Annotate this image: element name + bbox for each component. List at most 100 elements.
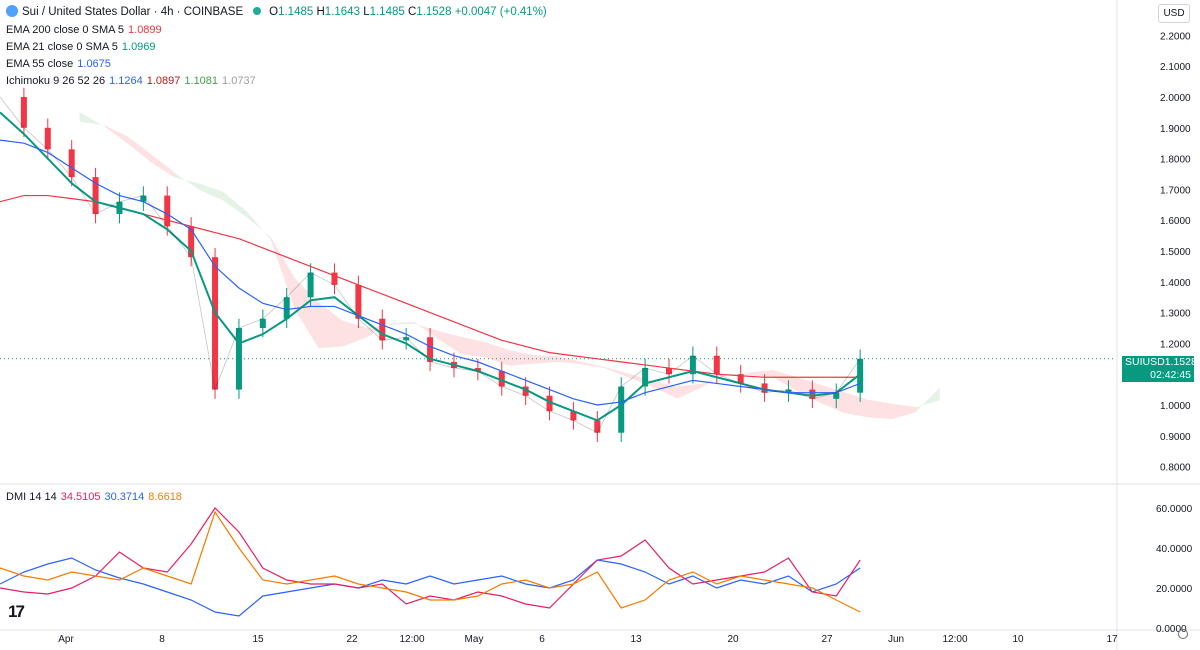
candle-body bbox=[713, 355, 720, 375]
candle-body bbox=[833, 392, 840, 399]
time-tick-label: 6 bbox=[539, 634, 545, 645]
series-line-ema55 bbox=[0, 139, 861, 406]
ichimoku-cloud-segment bbox=[79, 112, 104, 126]
candle-body bbox=[379, 318, 386, 341]
legend-ema55[interactable]: EMA 55 close 1.0675 bbox=[6, 58, 111, 70]
candle-body bbox=[331, 272, 338, 285]
price-tick-label: 2.1000 bbox=[1160, 62, 1191, 73]
ichimoku-cloud-segment bbox=[557, 356, 582, 365]
candle-body bbox=[761, 383, 768, 393]
time-tick-label: 12:00 bbox=[399, 634, 424, 645]
ichimoku-cloud-segment bbox=[581, 361, 606, 369]
ichimoku-cloud-segment bbox=[844, 392, 869, 418]
candle-body bbox=[570, 411, 577, 421]
time-tick-label: Apr bbox=[58, 634, 74, 645]
ichimoku-cloud-segment bbox=[318, 302, 343, 349]
legend-ema21[interactable]: EMA 21 close 0 SMA 5 1.0969 bbox=[6, 41, 156, 53]
candle-body bbox=[546, 395, 553, 412]
ichimoku-cloud-segment bbox=[796, 377, 821, 403]
time-tick-label: 10 bbox=[1012, 634, 1024, 645]
currency-button[interactable]: USD bbox=[1158, 4, 1190, 23]
candle-body bbox=[20, 97, 27, 128]
candle-body bbox=[355, 284, 362, 319]
ichimoku-cloud-segment bbox=[629, 373, 654, 387]
ichimoku-cloud-segment bbox=[223, 191, 247, 218]
price-tag-symbol: SUIUSD bbox=[1125, 356, 1165, 368]
ichimoku-cloud-segment bbox=[748, 369, 773, 378]
candle-body bbox=[737, 374, 744, 384]
candle-body bbox=[403, 337, 410, 341]
price-tick-label: 1.7000 bbox=[1160, 185, 1191, 196]
price-tick-label: 1.0000 bbox=[1160, 401, 1191, 412]
ichimoku-cloud-segment bbox=[294, 278, 319, 349]
settings-gear-icon[interactable] bbox=[1178, 629, 1188, 639]
ichimoku-cloud-segment bbox=[438, 330, 462, 355]
ichimoku-cloud-segment bbox=[533, 355, 558, 364]
symbol-title[interactable]: Sui / United States Dollar · 4h · COINBA… bbox=[22, 6, 244, 18]
ichimoku-cloud-segment bbox=[342, 320, 367, 347]
dmi-line-di bbox=[0, 507, 861, 609]
price-tick-label: 2.0000 bbox=[1160, 93, 1191, 104]
time-tick-label: 20 bbox=[727, 634, 739, 645]
ichimoku-cloud-segment bbox=[175, 173, 200, 190]
tradingview-logo-icon[interactable]: 17 bbox=[8, 602, 25, 621]
candle-body bbox=[618, 386, 625, 433]
candle-body bbox=[666, 368, 672, 375]
candle-body bbox=[427, 337, 434, 362]
price-tick-label: 1.3000 bbox=[1160, 309, 1191, 320]
sui-logo-icon bbox=[6, 5, 18, 17]
dmi-tick-label: 0.0000 bbox=[1156, 624, 1187, 635]
time-tick-label: 15 bbox=[252, 634, 264, 645]
dmi-line-di bbox=[0, 557, 861, 617]
candle-body bbox=[259, 318, 266, 328]
ichimoku-cloud-segment bbox=[485, 342, 510, 366]
ichimoku-cloud-segment bbox=[151, 154, 176, 178]
price-tick-label: 1.2000 bbox=[1160, 339, 1191, 350]
series-line-close bbox=[0, 96, 861, 434]
ichimoku-cloud-segment bbox=[366, 323, 391, 338]
price-tick-label: 1.6000 bbox=[1160, 216, 1191, 227]
market-status-icon bbox=[253, 7, 262, 15]
last-price-tag: SUIUSD 1.1528 02:42:45 bbox=[1122, 356, 1197, 382]
ichimoku-cloud-segment bbox=[676, 383, 701, 399]
dmi-tick-label: 60.0000 bbox=[1156, 504, 1193, 515]
candle-body bbox=[689, 355, 696, 375]
ichimoku-cloud-segment bbox=[509, 350, 534, 366]
ichimoku-cloud-segment bbox=[605, 367, 630, 378]
time-tick-label: 22 bbox=[346, 634, 358, 645]
dmi-tick-label: 40.0000 bbox=[1156, 544, 1193, 555]
time-tick-label: 27 bbox=[821, 634, 833, 645]
candle-body bbox=[498, 371, 505, 387]
candle-body bbox=[642, 368, 649, 387]
price-tick-label: 1.5000 bbox=[1160, 247, 1191, 258]
candle-body bbox=[68, 149, 75, 178]
legend-ema200[interactable]: EMA 200 close 0 SMA 5 1.0899 bbox=[6, 24, 162, 36]
symbol-header: Sui / United States Dollar · 4h · COINBA… bbox=[6, 5, 547, 19]
candle-body bbox=[857, 358, 864, 393]
candle-body bbox=[140, 195, 147, 202]
candle-body bbox=[809, 389, 816, 399]
time-tick-label: May bbox=[465, 634, 484, 645]
time-tick-label: 17 bbox=[1106, 634, 1118, 645]
candle-body bbox=[594, 420, 601, 433]
legend-dmi[interactable]: DMI 14 14 34.5105 30.3714 8.6618 bbox=[6, 491, 182, 503]
legend-ichimoku[interactable]: Ichimoku 9 26 52 26 1.1264 1.0897 1.1081 1.0… bbox=[6, 75, 256, 87]
candle-body bbox=[307, 272, 314, 298]
candle-body bbox=[92, 177, 99, 215]
bar-countdown: 02:42:45 bbox=[1150, 369, 1191, 381]
time-tick-label: 12:00 bbox=[942, 634, 967, 645]
ichimoku-cloud-segment bbox=[390, 321, 415, 325]
ichimoku-cloud-segment bbox=[270, 237, 295, 310]
ichimoku-cloud-segment bbox=[199, 183, 223, 201]
dmi-tick-label: 20.0000 bbox=[1156, 584, 1193, 595]
candle-body bbox=[283, 297, 290, 319]
dmi-line-adx bbox=[0, 510, 861, 613]
candle-body bbox=[212, 257, 219, 390]
ichimoku-cloud-segment bbox=[127, 136, 152, 163]
price-tick-label: 0.8000 bbox=[1160, 463, 1191, 474]
time-tick-label: 13 bbox=[630, 634, 642, 645]
series-line-ema21 bbox=[0, 111, 861, 422]
candle-body bbox=[522, 386, 529, 396]
ichimoku-cloud-segment bbox=[868, 399, 892, 420]
